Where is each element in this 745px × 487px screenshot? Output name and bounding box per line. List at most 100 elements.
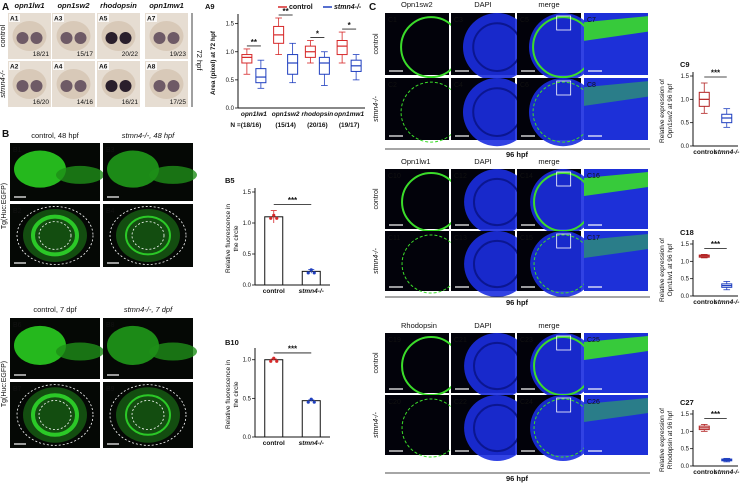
y-tick-label: 1.0 — [681, 429, 690, 435]
chart-title: C9 — [680, 60, 690, 69]
y-tick-label: 1.5 — [681, 74, 690, 80]
category-note: (20/16) — [307, 122, 328, 129]
tile-id: C15 — [520, 235, 533, 242]
category-note: (15/14) — [275, 122, 296, 129]
x-tick-label: control — [693, 149, 715, 156]
zoom-box — [556, 233, 572, 249]
eye-stain — [105, 80, 118, 92]
y-axis-label: Relative fluorescence in — [225, 204, 232, 273]
zoom-opsin — [584, 336, 648, 360]
data-point — [306, 271, 310, 275]
tile-id: C23 — [520, 337, 533, 344]
tile-id: B3 — [106, 147, 115, 154]
tile-id: A8 — [147, 64, 156, 71]
category-note: N =(18/16) — [230, 122, 261, 129]
significance: *** — [711, 410, 721, 419]
eye-stain — [153, 80, 166, 92]
significance: *** — [288, 196, 298, 205]
column-header: opn1sw2 — [57, 1, 90, 10]
eye-stain — [16, 80, 29, 92]
tile-id: B7 — [13, 386, 22, 393]
chart-title: C18 — [680, 228, 694, 237]
tile-id: C1 — [388, 17, 397, 24]
x-tick-label: stmn4-/- — [299, 288, 324, 295]
tile-id: C22 — [454, 399, 467, 406]
micrograph — [385, 231, 449, 291]
opsin-signal — [532, 81, 594, 143]
tile-id: C26 — [587, 399, 600, 406]
data-point — [269, 216, 273, 220]
tile-id: C25 — [587, 337, 600, 344]
column-header: control, 7 dpf — [33, 305, 77, 314]
eye-stain — [119, 80, 132, 92]
eye-stain — [60, 32, 73, 44]
column-header: control, 48 hpf — [31, 131, 79, 140]
zoom-opsin — [584, 398, 648, 422]
significance: ** — [283, 7, 290, 16]
tile-id: A4 — [54, 64, 63, 71]
data-point — [309, 397, 313, 401]
eye-stain — [60, 80, 73, 92]
y-axis-label: Opn1lw1 at 96 hpf — [667, 243, 674, 296]
tile-id: C3 — [454, 17, 463, 24]
y-tick-label: 0.0 — [681, 144, 690, 150]
tile-count: 14/16 — [77, 99, 94, 106]
row-label: Tg(Huc:EGFP) — [1, 361, 8, 407]
stage-label: 96 hpf — [506, 150, 529, 159]
significance: *** — [711, 240, 721, 249]
column-header: Opn1lw1 — [401, 157, 431, 166]
tile-id: C17 — [587, 235, 600, 242]
eye-ring — [31, 214, 79, 257]
data-point — [312, 400, 316, 404]
data-point — [269, 359, 273, 363]
eye-stain — [167, 80, 180, 92]
tile-count: 20/22 — [122, 51, 139, 58]
tile-count: 15/17 — [77, 51, 94, 58]
y-tick-label: 0.0 — [243, 283, 252, 289]
panel-label: C — [369, 2, 376, 13]
zoom-opsin — [584, 81, 648, 106]
eye-ring — [125, 215, 171, 256]
significance: * — [316, 30, 320, 39]
eye-stain — [30, 80, 43, 92]
tile-id: C19 — [388, 337, 401, 344]
row-label: stmn4-/- — [373, 411, 380, 437]
tile-id-bg — [98, 14, 109, 22]
row-label: stmn4-/- — [373, 247, 380, 273]
significance: * — [348, 21, 352, 30]
circle-outline — [109, 384, 187, 446]
x-tick-label: stmn4-/- — [299, 440, 324, 447]
tile-id: C2 — [388, 82, 397, 89]
significance: *** — [288, 344, 298, 353]
micrograph — [385, 395, 449, 455]
data-point — [312, 271, 316, 275]
stage-label: 72 hpf — [195, 50, 204, 72]
x-tick-label: control — [693, 469, 715, 476]
brain-signal — [14, 325, 66, 365]
body-signal — [149, 165, 197, 184]
y-tick-label: 0.5 — [243, 396, 252, 402]
x-tick-label: rhodopsin — [301, 111, 333, 118]
zoom-box — [556, 171, 572, 187]
zoom-box — [556, 397, 572, 413]
circle-outline — [16, 384, 94, 446]
tile-id: C24 — [520, 399, 533, 406]
x-tick-label: control — [263, 440, 285, 447]
data-point — [275, 359, 279, 363]
column-header: Rhodopsin — [401, 321, 437, 330]
box — [318, 56, 330, 75]
y-axis-label: Relative expression of — [659, 408, 666, 472]
chart-title: C27 — [680, 398, 694, 407]
data-point — [272, 356, 276, 360]
x-tick-label: stmn4-/- — [714, 299, 739, 306]
dapi-signal — [530, 395, 597, 461]
panel-label: A — [2, 2, 9, 13]
bar — [264, 216, 284, 286]
y-axis-label: Relative expression of — [659, 238, 666, 302]
opsin-signal — [400, 81, 462, 143]
tile-id: A7 — [147, 16, 156, 23]
tile-id: C20 — [388, 399, 401, 406]
column-header: opn1lw1 — [14, 1, 44, 10]
bar — [301, 270, 321, 286]
y-tick-label: 1.0 — [243, 221, 252, 227]
